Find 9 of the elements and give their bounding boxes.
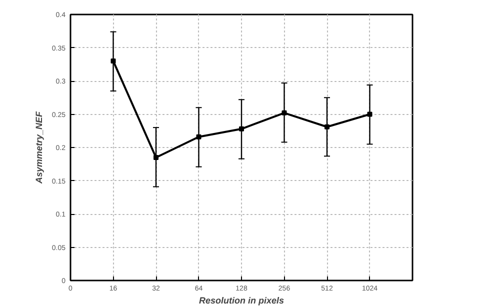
point (282, 110, 287, 116)
x-axis-title: Resolution in pixels (198, 296, 284, 306)
point (239, 126, 244, 132)
y-axis-title: Asymmetry_NEF (34, 110, 44, 185)
point (367, 112, 372, 117)
point (324, 124, 330, 130)
point (154, 154, 158, 160)
point (110, 58, 116, 64)
point (196, 134, 202, 140)
